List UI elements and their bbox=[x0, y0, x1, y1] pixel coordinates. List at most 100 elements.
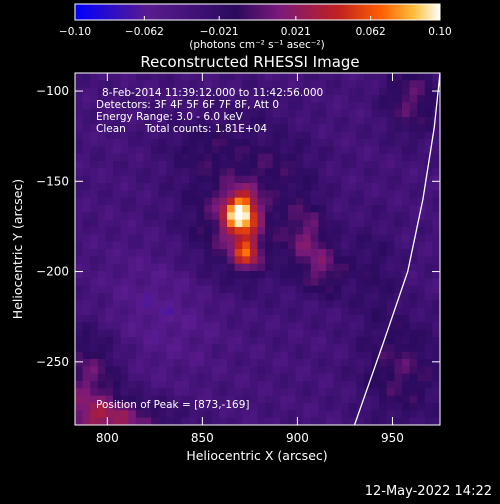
heatmap-pixel bbox=[97, 417, 107, 425]
heatmap-pixel bbox=[82, 212, 91, 221]
heatmap-pixel bbox=[234, 95, 243, 103]
heatmap-pixel bbox=[151, 403, 160, 411]
heatmap-pixel bbox=[280, 417, 289, 425]
heatmap-pixel bbox=[151, 168, 160, 177]
heatmap-pixel bbox=[310, 373, 319, 382]
heatmap-pixel bbox=[105, 285, 114, 294]
heatmap-pixel bbox=[189, 168, 198, 177]
heatmap-pixel bbox=[379, 87, 388, 96]
heatmap-pixel bbox=[166, 131, 175, 140]
heatmap-pixel bbox=[82, 381, 91, 389]
heatmap-pixel bbox=[432, 241, 440, 250]
heatmap-pixel bbox=[173, 124, 183, 133]
heatmap-pixel bbox=[82, 329, 91, 338]
heatmap-pixel bbox=[97, 300, 107, 309]
heatmap-pixel bbox=[303, 263, 312, 272]
heatmap-pixel bbox=[333, 146, 342, 155]
heatmap-pixel bbox=[227, 395, 236, 404]
heatmap-pixel bbox=[371, 102, 380, 111]
heatmap-pixel bbox=[424, 337, 433, 345]
heatmap-pixel bbox=[280, 241, 289, 250]
heatmap-pixel bbox=[249, 263, 259, 272]
heatmap-pixel bbox=[295, 146, 304, 155]
heatmap-pixel bbox=[234, 256, 243, 265]
heatmap-pixel bbox=[295, 153, 304, 162]
heatmap-pixel bbox=[310, 227, 319, 235]
heatmap-pixel bbox=[75, 205, 84, 213]
heatmap-pixel bbox=[135, 329, 145, 338]
heatmap-pixel bbox=[318, 322, 327, 331]
heatmap-pixel bbox=[181, 278, 190, 287]
heatmap-pixel bbox=[310, 249, 319, 257]
heatmap-pixel bbox=[211, 161, 221, 169]
heatmap-pixel bbox=[417, 329, 426, 338]
heatmap-pixel bbox=[143, 315, 152, 323]
heatmap-pixel bbox=[409, 95, 418, 103]
heatmap-pixel bbox=[75, 249, 84, 257]
heatmap-pixel bbox=[371, 410, 380, 419]
heatmap-pixel bbox=[386, 351, 395, 360]
heatmap-pixel bbox=[120, 87, 129, 96]
heatmap-pixel bbox=[424, 73, 433, 81]
heatmap-pixel bbox=[280, 197, 289, 206]
heatmap-pixel bbox=[158, 285, 167, 294]
heatmap-pixel bbox=[272, 300, 281, 309]
heatmap-pixel bbox=[227, 337, 236, 345]
heatmap-pixel bbox=[227, 417, 236, 425]
heatmap-pixel bbox=[318, 95, 327, 103]
heatmap-pixel bbox=[120, 366, 129, 375]
heatmap-pixel bbox=[97, 227, 107, 235]
heatmap-pixel bbox=[257, 73, 266, 81]
heatmap-pixel bbox=[417, 190, 426, 199]
heatmap-pixel bbox=[386, 168, 395, 177]
heatmap-pixel bbox=[97, 293, 107, 301]
heatmap-pixel bbox=[143, 285, 152, 294]
heatmap-pixel bbox=[196, 359, 205, 367]
heatmap-pixel bbox=[97, 73, 107, 81]
heatmap-pixel bbox=[318, 109, 327, 118]
heatmap-pixel bbox=[363, 307, 373, 316]
heatmap-pixel bbox=[409, 117, 418, 125]
heatmap-pixel bbox=[409, 153, 418, 162]
heatmap-pixel bbox=[432, 219, 440, 228]
heatmap-pixel bbox=[82, 124, 91, 133]
heatmap-pixel bbox=[401, 388, 411, 397]
heatmap-pixel bbox=[234, 307, 243, 316]
heatmap-pixel bbox=[75, 417, 84, 425]
heatmap-pixel bbox=[113, 109, 122, 118]
heatmap-pixel bbox=[287, 366, 297, 375]
heatmap-pixel bbox=[166, 263, 175, 272]
heatmap-pixel bbox=[394, 285, 403, 294]
heatmap-pixel bbox=[97, 131, 107, 140]
heatmap-pixel bbox=[151, 285, 160, 294]
heatmap-pixel bbox=[348, 102, 357, 111]
heatmap-pixel bbox=[151, 131, 160, 140]
heatmap-pixel bbox=[173, 344, 183, 353]
heatmap-pixel bbox=[75, 146, 84, 155]
heatmap-pixel bbox=[432, 417, 440, 425]
heatmap-pixel bbox=[90, 329, 99, 338]
heatmap-pixel bbox=[318, 139, 327, 147]
heatmap-pixel bbox=[363, 153, 373, 162]
heatmap-pixel bbox=[379, 161, 388, 169]
heatmap-pixel bbox=[189, 315, 198, 323]
heatmap-pixel bbox=[333, 307, 342, 316]
heatmap-pixel bbox=[82, 410, 91, 419]
heatmap-pixel bbox=[401, 278, 411, 287]
heatmap-pixel bbox=[287, 80, 297, 89]
heatmap-pixel bbox=[166, 373, 175, 382]
heatmap-pixel bbox=[97, 117, 107, 125]
heatmap-pixel bbox=[105, 271, 114, 279]
heatmap-pixel bbox=[386, 410, 395, 419]
heatmap-pixel bbox=[386, 329, 395, 338]
heatmap-pixel bbox=[363, 249, 373, 257]
heatmap-pixel bbox=[394, 124, 403, 133]
heatmap-pixel bbox=[333, 249, 342, 257]
heatmap-pixel bbox=[90, 403, 99, 411]
heatmap-pixel bbox=[295, 73, 304, 81]
heatmap-pixel bbox=[272, 351, 281, 360]
heatmap-pixel bbox=[432, 124, 440, 133]
heatmap-pixel bbox=[401, 234, 411, 243]
heatmap-pixel bbox=[432, 205, 440, 213]
heatmap-pixel bbox=[189, 403, 198, 411]
